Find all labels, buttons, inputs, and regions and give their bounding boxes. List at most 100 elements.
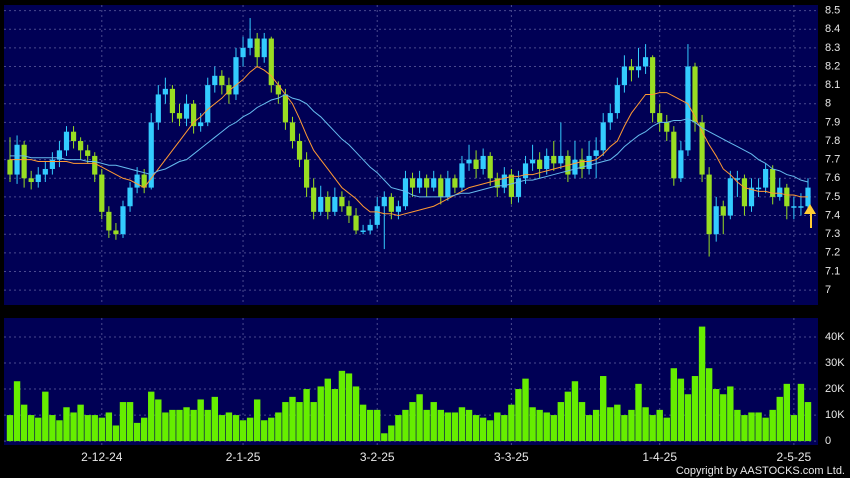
volume-bar bbox=[416, 394, 423, 442]
volume-bar bbox=[324, 378, 331, 442]
volume-bar bbox=[451, 412, 459, 442]
x-tick-label: 3-2-25 bbox=[360, 450, 395, 464]
candle-body bbox=[35, 174, 41, 183]
volume-bar bbox=[204, 409, 211, 442]
volume-bar bbox=[268, 417, 275, 442]
y-tick-label: 30K bbox=[825, 357, 845, 369]
volume-bar bbox=[218, 415, 226, 442]
candle-body bbox=[473, 159, 479, 169]
candle-body bbox=[692, 66, 698, 123]
volume-bar bbox=[331, 389, 339, 442]
volume-bar bbox=[585, 415, 593, 442]
y-tick-label: 7.8 bbox=[825, 135, 840, 147]
volume-bar bbox=[557, 402, 565, 442]
volume-bar bbox=[649, 415, 656, 442]
candle-body bbox=[141, 174, 147, 188]
volume-bar bbox=[359, 404, 367, 442]
candle-body bbox=[99, 174, 105, 212]
volume-bar bbox=[677, 378, 685, 442]
volume-bar bbox=[338, 370, 346, 442]
candle-body bbox=[678, 150, 684, 179]
candle-body bbox=[325, 196, 331, 212]
candle-body bbox=[685, 66, 691, 151]
volume-bar bbox=[762, 417, 769, 442]
volume-bar bbox=[395, 415, 402, 442]
last-price-arrow bbox=[804, 204, 816, 228]
candle-body bbox=[734, 178, 740, 180]
candle-body bbox=[501, 174, 507, 188]
candle-body bbox=[254, 38, 260, 58]
volume-bar bbox=[27, 415, 35, 442]
candle-body bbox=[332, 196, 338, 212]
volume-bar bbox=[621, 415, 628, 442]
volume-bar bbox=[741, 415, 748, 442]
y-tick-label: 7.4 bbox=[825, 209, 840, 221]
candle-body bbox=[558, 155, 564, 164]
candle-body bbox=[572, 159, 578, 175]
candle-body bbox=[459, 163, 465, 188]
candle-body bbox=[763, 168, 769, 188]
volume-bar bbox=[239, 420, 247, 442]
volume-bar bbox=[691, 376, 699, 442]
candle-body bbox=[487, 155, 493, 179]
candle-body bbox=[289, 122, 296, 142]
candle-body bbox=[85, 150, 91, 156]
volume-bar bbox=[444, 412, 452, 442]
candle-body bbox=[113, 230, 119, 235]
x-tick-label: 2-12-24 bbox=[81, 450, 123, 464]
candle-body bbox=[42, 168, 48, 175]
volume-bar bbox=[550, 415, 557, 442]
candle-body bbox=[431, 178, 437, 188]
candle-body bbox=[438, 178, 444, 197]
volume-bar bbox=[698, 326, 706, 442]
volume-bar bbox=[409, 402, 416, 442]
candle-body bbox=[671, 131, 677, 179]
candle-body bbox=[607, 113, 613, 123]
candle-body bbox=[346, 206, 352, 216]
candle-body bbox=[494, 178, 500, 188]
volume-bar bbox=[84, 415, 91, 442]
y-tick-label: 0 bbox=[825, 435, 831, 447]
volume-bar bbox=[642, 407, 649, 442]
volume-bar bbox=[56, 420, 63, 442]
volume-bar bbox=[790, 415, 798, 442]
moving-average-line bbox=[10, 65, 808, 217]
volume-bar bbox=[77, 404, 84, 442]
y-tick-label: 8.2 bbox=[825, 60, 840, 72]
candle-body bbox=[70, 131, 77, 142]
y-tick-label: 40K bbox=[825, 331, 845, 343]
volume-bar bbox=[155, 399, 162, 442]
x-tick-label: 2-1-25 bbox=[226, 450, 261, 464]
candle-body bbox=[148, 122, 154, 188]
x-tick-label: 3-3-25 bbox=[494, 450, 529, 464]
candle-body bbox=[402, 178, 409, 207]
volume-bar bbox=[289, 396, 296, 442]
volume-bar bbox=[119, 402, 127, 442]
volume-bar bbox=[755, 412, 762, 442]
candle-body bbox=[247, 38, 253, 48]
candle-body bbox=[424, 178, 430, 188]
candle-body bbox=[466, 159, 472, 164]
candle-body bbox=[727, 178, 733, 216]
candle-body bbox=[409, 178, 416, 188]
candle-body bbox=[233, 57, 239, 95]
volume-bar bbox=[42, 391, 49, 442]
volume-bar bbox=[70, 412, 77, 442]
volume-bar bbox=[614, 404, 621, 442]
plot-layer: 2-12-24 2-1-25 3-2-25 3-3-25 1-4-25 2-5-25 7 7.… bbox=[4, 4, 845, 464]
x-tick-label: 2-5-25 bbox=[777, 450, 812, 464]
candle-body bbox=[106, 211, 112, 231]
candle-body bbox=[63, 131, 70, 151]
candle-body bbox=[353, 215, 359, 231]
candle-body bbox=[134, 174, 140, 188]
volume-bar bbox=[296, 402, 303, 442]
candle-body bbox=[480, 155, 486, 169]
volume-bar bbox=[578, 402, 586, 442]
candle-body bbox=[127, 187, 133, 207]
candle-body bbox=[593, 150, 599, 156]
volume-bar bbox=[592, 409, 600, 442]
volume-bar bbox=[705, 368, 713, 442]
candle-body bbox=[777, 187, 783, 197]
candle-body bbox=[621, 66, 627, 86]
volume-bar bbox=[176, 409, 183, 442]
